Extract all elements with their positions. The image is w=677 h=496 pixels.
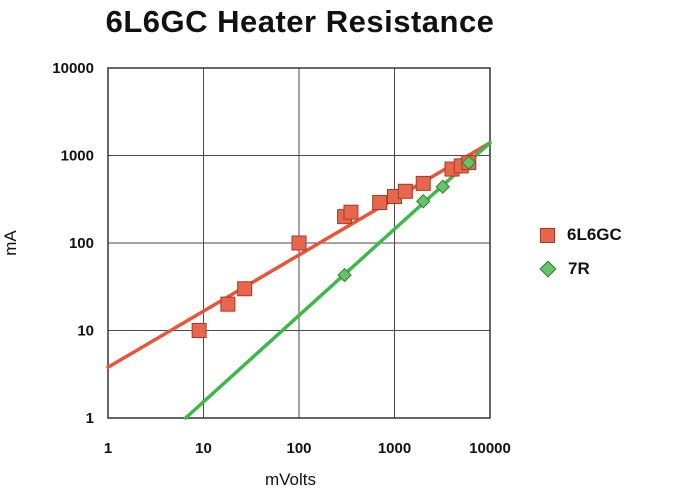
data-point-6l6gc xyxy=(191,323,207,338)
legend-swatch-square xyxy=(540,227,555,243)
legend: 6L6GC 7R xyxy=(539,218,622,286)
data-point-7r xyxy=(461,155,477,170)
data-point-7r xyxy=(435,179,450,194)
y-tick-label: 100 xyxy=(69,235,94,252)
legend-swatch-diamond xyxy=(539,260,557,278)
x-tick-label: 100 xyxy=(286,440,311,457)
plot-frame xyxy=(107,67,491,419)
data-point-6l6gc xyxy=(220,296,236,312)
data-point-7r xyxy=(416,194,431,209)
x-tick-label: 10 xyxy=(195,440,212,457)
y-tick-label: 10 xyxy=(77,323,94,340)
data-point-6l6gc xyxy=(415,175,431,191)
y-tick-label: 10000 xyxy=(52,60,94,77)
data-point-6l6gc xyxy=(397,183,413,199)
legend-item-7r: 7R xyxy=(539,252,622,286)
data-point-6l6gc xyxy=(237,281,253,297)
legend-label: 6L6GC xyxy=(567,225,622,244)
y-axis-label: mA xyxy=(0,230,20,256)
y-tick-label: 1000 xyxy=(61,148,94,165)
data-point-6l6gc xyxy=(372,195,388,211)
legend-label: 7R xyxy=(568,259,590,278)
x-tick-label: 10000 xyxy=(469,440,511,457)
x-tick-label: 1 xyxy=(104,440,112,457)
legend-item-6l6gc: 6L6GC xyxy=(540,218,622,252)
data-point-6l6gc xyxy=(343,204,359,220)
data-point-7r xyxy=(337,267,352,283)
data-point-6l6gc xyxy=(291,235,307,251)
x-tick-label: 1000 xyxy=(378,440,411,457)
x-axis-label: mVolts xyxy=(265,470,317,489)
chart-title: 6L6GC Heater Resistance xyxy=(105,4,495,39)
y-tick-label: 1 xyxy=(86,410,94,427)
